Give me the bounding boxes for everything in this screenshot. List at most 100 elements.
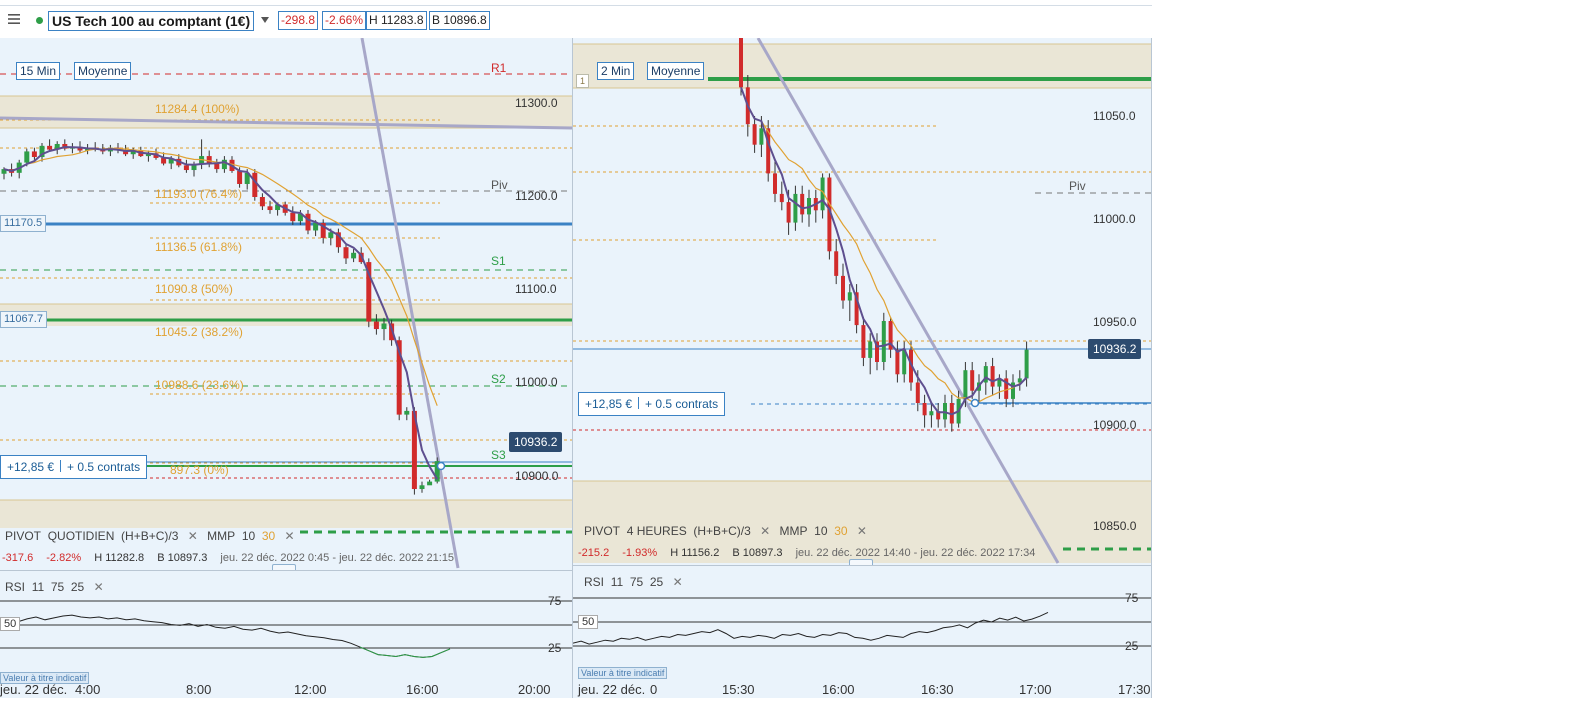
candle-body <box>191 164 197 171</box>
daily-change-percent: -2.66% <box>322 11 367 30</box>
chart-type-selector[interactable]: Moyenne <box>74 62 132 80</box>
chart-panel-15min[interactable]: 15 Min Moyenne 11300.0 11200.0 11100.0 1… <box>0 38 573 698</box>
price-axis-label: 11300.0 <box>515 96 558 110</box>
fib-level-label: 10988.6 (23.6%) <box>155 378 244 392</box>
time-axis-label: 17:30 <box>1118 682 1151 697</box>
price-axis-label: 10950.0 <box>1093 315 1137 329</box>
chart-info-row: -317.6 -2.82% H 11282.8 B 10897.3 jeu. 2… <box>2 552 464 564</box>
candle-body <box>773 173 777 194</box>
time-axis-label: 16:00 <box>406 682 439 697</box>
candle-body <box>1004 378 1009 399</box>
disclaimer-note: Valeur à titre indicatif <box>0 672 90 684</box>
chart-type-selector[interactable]: Moyenne <box>647 62 705 80</box>
rsi-upper-level: 75 <box>1125 591 1139 605</box>
chevron-down-icon[interactable] <box>261 17 269 23</box>
candle-body <box>834 251 839 276</box>
rsi-chart <box>573 597 1151 647</box>
candle-body <box>153 153 159 158</box>
candle-body <box>320 223 326 238</box>
rsi-oversold-line <box>359 646 451 658</box>
timeframe-selector[interactable]: 2 Min <box>597 62 635 80</box>
candle-body <box>221 159 227 170</box>
time-axis-label: jeu. 22 déc. <box>578 682 646 697</box>
rsi-upper-level: 75 <box>548 594 562 608</box>
hamburger-menu-icon[interactable] <box>6 11 22 27</box>
candle-body <box>343 247 349 259</box>
candle-body <box>411 410 417 490</box>
candle-body <box>1 169 7 174</box>
pivot-piv-label: Piv <box>491 178 508 192</box>
candle-body <box>267 206 273 211</box>
position-size: + 0.5 contrats <box>645 397 719 411</box>
rsi-mid-level: 50 <box>578 615 599 629</box>
price-axis-label: 11200.0 <box>515 189 558 203</box>
instrument-selector[interactable]: US Tech 100 au comptant (1€) <box>48 11 255 31</box>
chart-info-row: -215.2 -1.93% H 11156.2 B 10897.3 jeu. 2… <box>578 547 1045 559</box>
remove-ma-icon[interactable]: ✕ <box>856 524 867 538</box>
candle-body <box>922 403 927 416</box>
price-axis-label: 11000.0 <box>515 375 558 389</box>
remove-rsi-icon[interactable]: ✕ <box>672 575 683 589</box>
rsi-period: 11 <box>610 575 624 589</box>
daily-change: -298.8 <box>278 11 319 30</box>
rsi-upper: 75 <box>50 580 65 594</box>
candle-body <box>206 156 212 164</box>
time-axis-label: 12:00 <box>294 682 327 697</box>
price-axis-label: 10850.0 <box>1093 519 1137 533</box>
rsi-mid-level: 50 <box>0 617 21 631</box>
candle-body <box>404 410 410 415</box>
candle-body <box>77 146 83 151</box>
disclaimer-note: Valeur à titre indicatif <box>578 667 668 679</box>
candle-body <box>373 321 379 330</box>
rsi-pane[interactable]: RSI 11 75 25 ✕ 75 50 25 Valeur à titre i… <box>0 570 572 691</box>
remove-pivot-icon[interactable]: ✕ <box>760 524 771 538</box>
pivot-r1-label: R1 <box>491 61 507 75</box>
pivot-period: 4 HEURES <box>626 524 687 538</box>
price-axis-label: 11000.0 <box>1093 212 1136 226</box>
candle-body <box>244 172 250 184</box>
open-position-tag[interactable]: +12,85 € + 0.5 contrats <box>0 455 148 479</box>
indicator-legend: PIVOT QUOTIDIEN (H+B+C)/3 ✕ MMP 10 30 ✕ <box>5 529 301 543</box>
position-pnl: +12,85 € <box>7 460 55 474</box>
rsi-label: RSI <box>5 580 26 594</box>
rsi-pane[interactable]: RSI 11 75 25 ✕ 75 50 25 Valeur à titre i… <box>573 565 1151 686</box>
candle-body <box>290 212 296 222</box>
candle-body <box>929 411 934 416</box>
open-position-tag[interactable]: +12,85 € + 0.5 contrats <box>578 392 726 416</box>
candle-body <box>739 38 743 88</box>
candle-body <box>427 481 433 486</box>
horizontal-level-label[interactable]: 11067.7 <box>0 311 47 328</box>
candle-body <box>888 321 893 350</box>
rsi-label: RSI <box>584 575 605 589</box>
remove-rsi-icon[interactable]: ✕ <box>93 580 104 594</box>
candle-body <box>47 145 53 150</box>
time-axis-label: 16:00 <box>822 682 855 697</box>
time-axis-label: 20:00 <box>518 682 551 697</box>
candle-body <box>1024 349 1029 379</box>
position-pnl: +12,85 € <box>585 397 633 411</box>
price-chart-15min[interactable] <box>0 38 572 698</box>
candle-body <box>24 151 30 163</box>
candle-body <box>990 366 995 387</box>
candle-body <box>123 150 129 155</box>
pivot-s1-label: S1 <box>491 254 506 268</box>
fib-level-label: 11284.4 (100%) <box>155 102 240 116</box>
horizontal-level-label[interactable]: 11170.5 <box>0 215 47 232</box>
candle-body <box>847 292 852 301</box>
candle-body <box>820 177 825 211</box>
candle-body <box>259 197 265 207</box>
fib-level-label: 11090.8 (50%) <box>155 282 233 296</box>
price-axis-label: 10900.0 <box>515 469 559 483</box>
rsi-lower-level: 25 <box>548 641 562 655</box>
price-chart-2min[interactable] <box>573 38 1151 698</box>
chart-panel-2min[interactable]: 1 2 Min Moyenne 11050.0 11000.0 10950.0 … <box>573 38 1152 698</box>
moving-average-line <box>740 86 1028 416</box>
candle-body <box>275 204 281 211</box>
remove-pivot-icon[interactable]: ✕ <box>187 529 198 543</box>
timeframe-selector[interactable]: 15 Min <box>16 62 61 80</box>
remove-ma-icon[interactable]: ✕ <box>284 529 295 543</box>
period-change-percent: -2.82% <box>46 552 82 564</box>
ma-fast-period: 10 <box>241 529 256 543</box>
candle-body <box>313 223 319 231</box>
last-price-badge: 10936.2 <box>1088 339 1142 359</box>
